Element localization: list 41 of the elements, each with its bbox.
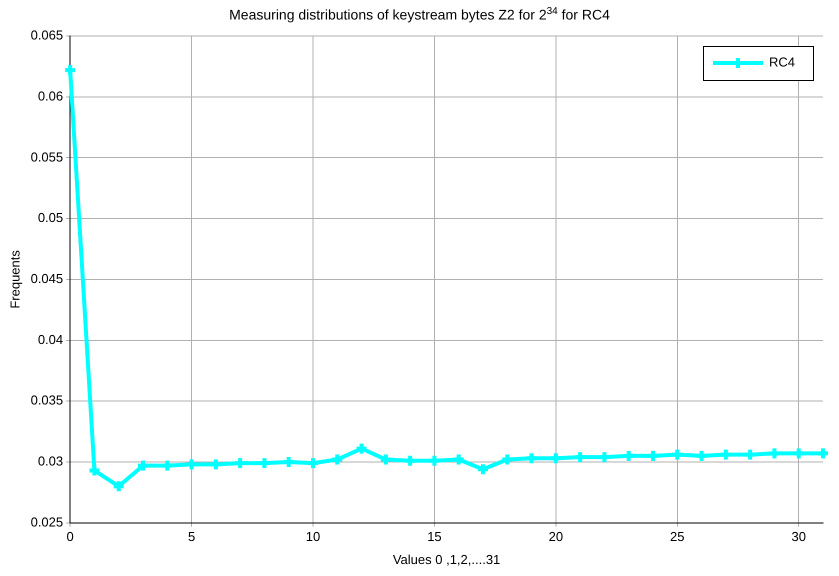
point [354, 442, 369, 456]
y-tick-label: 0.035 [30, 392, 64, 408]
legend-label: RC4 [768, 54, 796, 70]
x-tick-label: 25 [670, 529, 685, 544]
point [257, 456, 272, 470]
y-tick-label: 0.03 [38, 454, 64, 469]
x-tick-label: 30 [791, 529, 806, 544]
point [792, 446, 806, 460]
point [233, 456, 248, 470]
point [743, 448, 758, 462]
point [524, 451, 539, 466]
y-tick-label: 0.055 [30, 149, 64, 164]
y-tick-label: 0.025 [30, 514, 64, 530]
chart-title: Measuring distributions of keystream bytes Z2 for 2$^{34}$ for RC4 [228, 6, 611, 23]
y-tick-label: 0.04 [38, 332, 64, 347]
x-tick-label: 0 [66, 529, 74, 544]
y-tick-label: 0.06 [38, 88, 64, 104]
x-axis-title: Values 0 ,1,2,....31 [392, 552, 500, 567]
x-tick-label: 15 [427, 529, 442, 544]
point [136, 458, 150, 473]
x-tick-label: 20 [548, 529, 564, 544]
y-axis-title: Frequents [7, 250, 22, 309]
point [718, 448, 733, 462]
y-tick-label: 0.065 [30, 28, 64, 43]
point [694, 448, 709, 463]
point [622, 448, 636, 463]
point [573, 450, 588, 464]
y-tick-label: 0.045 [30, 270, 64, 286]
point [160, 458, 174, 473]
point [597, 450, 612, 464]
x-tick-label: 10 [306, 529, 320, 544]
y-tick-label: 0.05 [38, 210, 64, 226]
point [208, 457, 223, 472]
point [427, 454, 442, 468]
point [670, 448, 684, 462]
point [548, 451, 563, 466]
x-tick-label: 5 [188, 529, 196, 544]
point [112, 479, 126, 494]
point [403, 454, 418, 468]
point [184, 457, 199, 472]
point [767, 446, 782, 460]
